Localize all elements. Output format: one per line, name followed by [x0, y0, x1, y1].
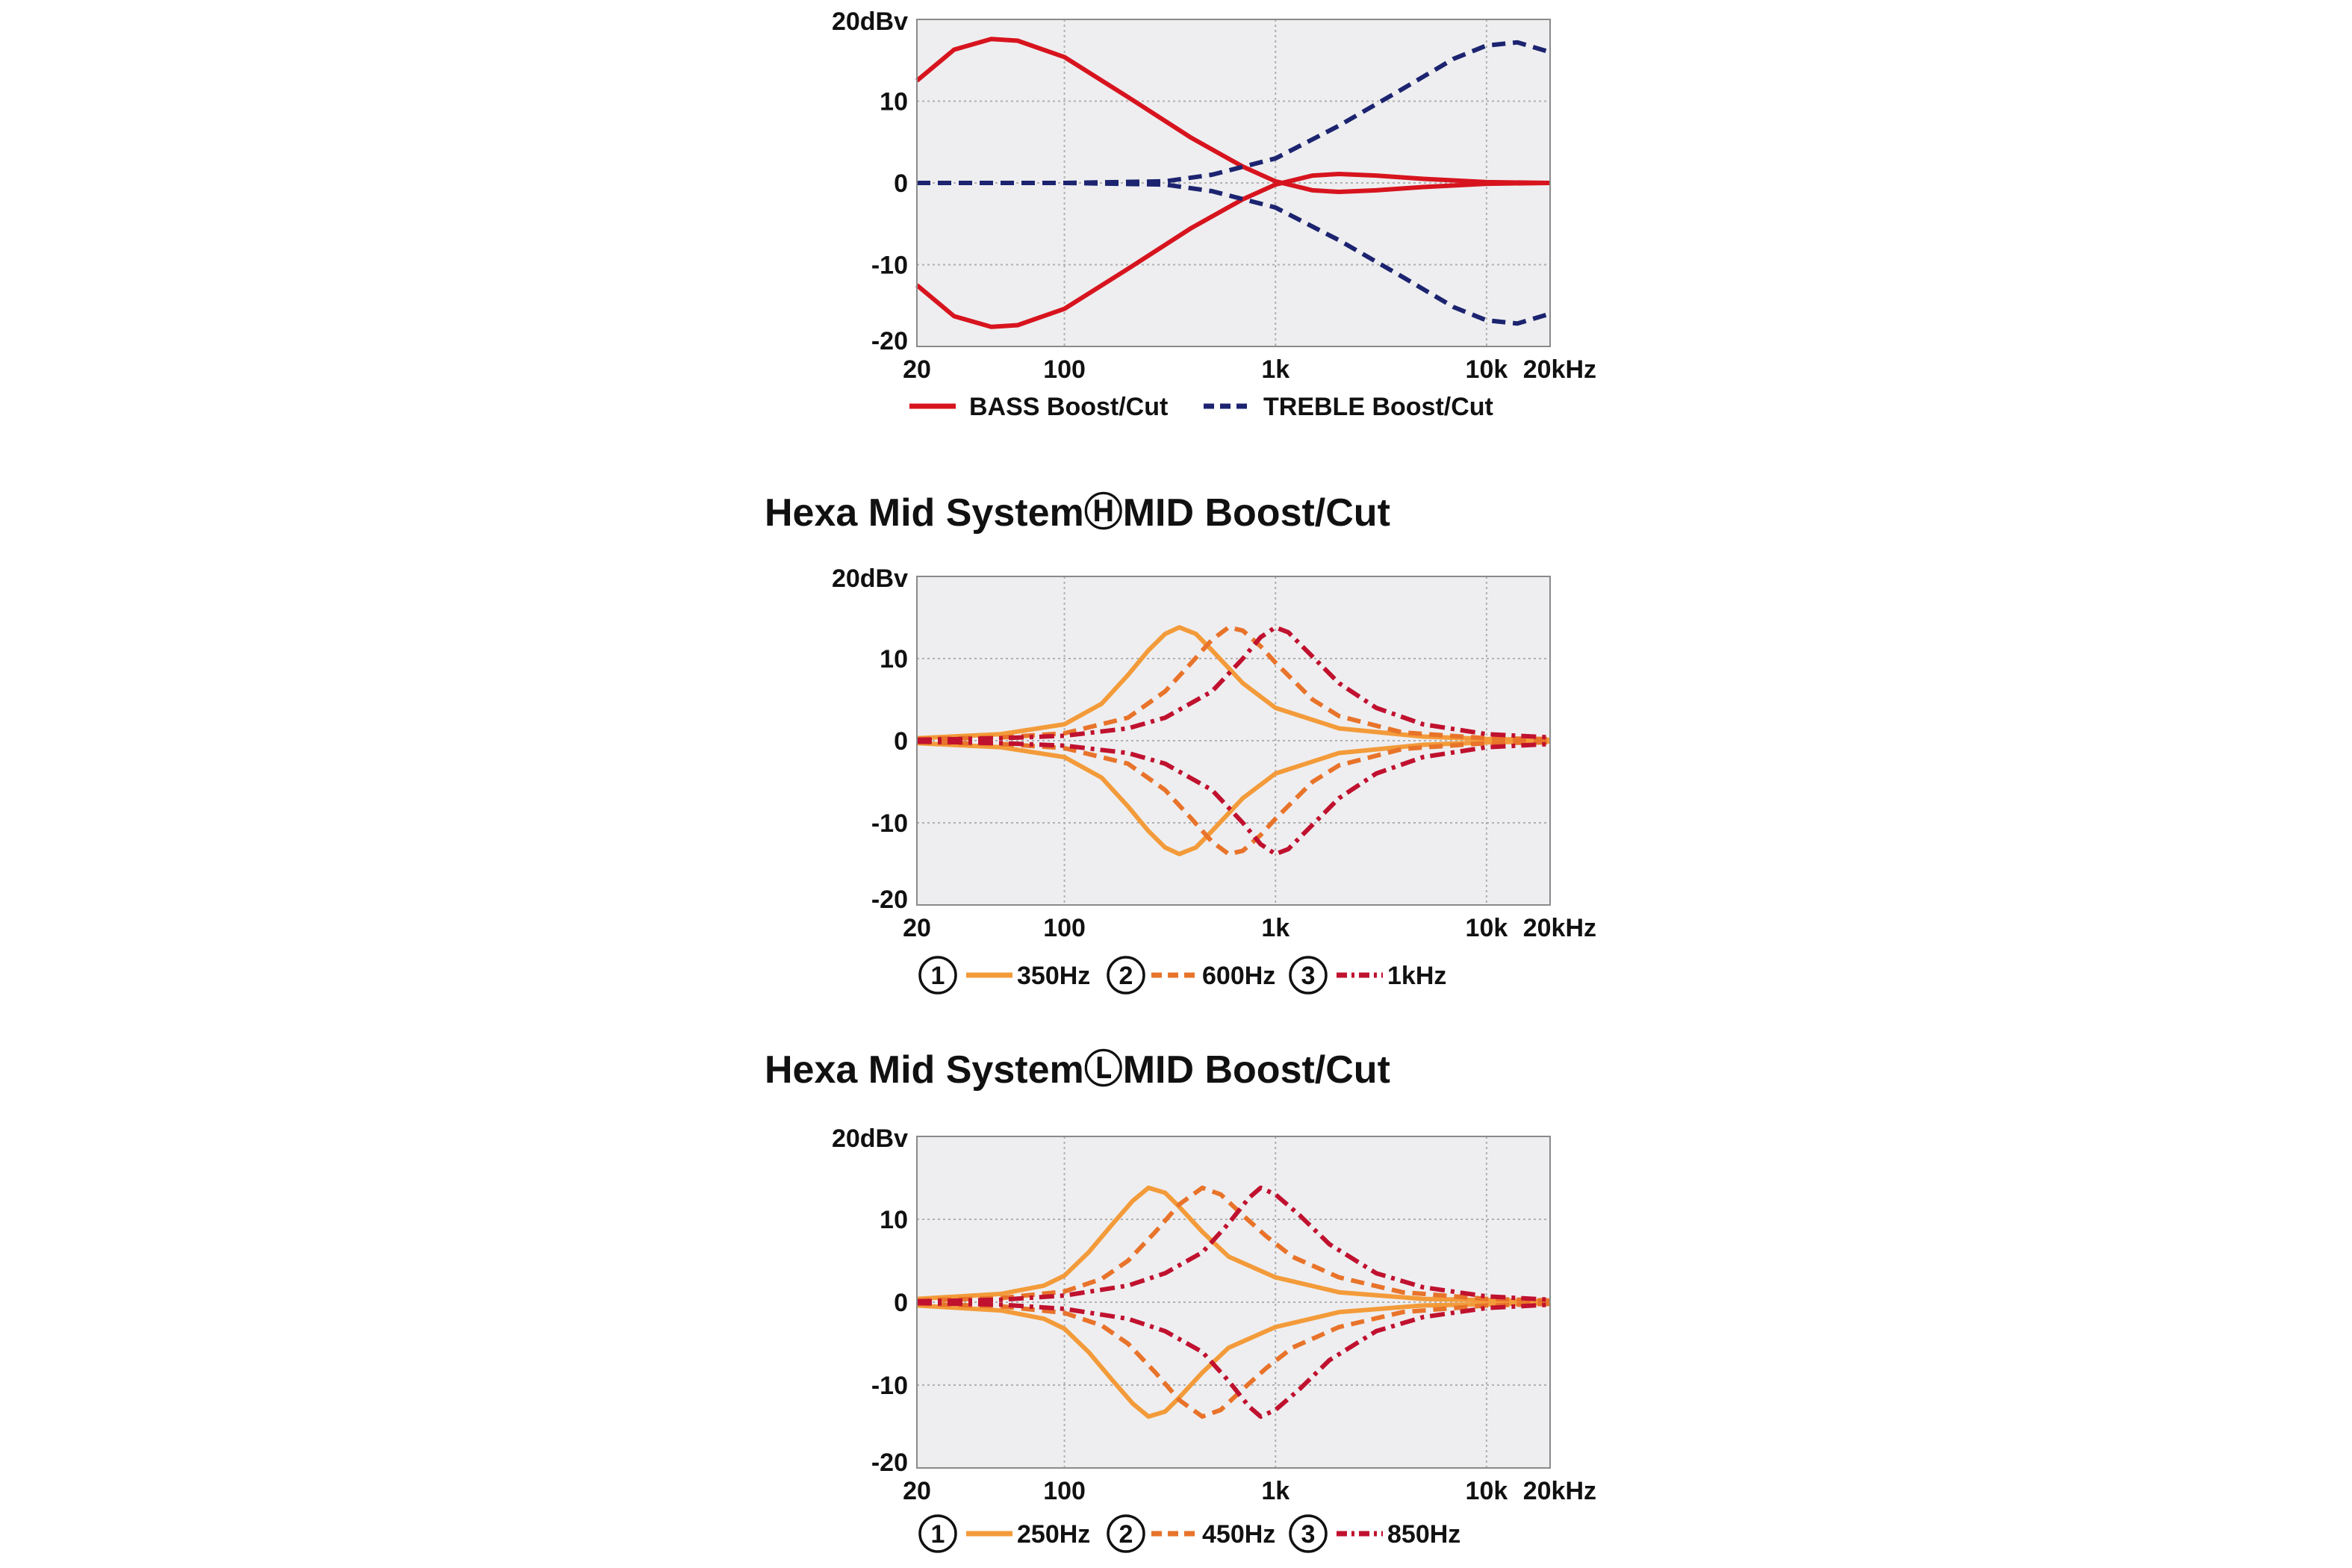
legend-number: 2	[1119, 962, 1133, 990]
legend-number-circle	[918, 1514, 957, 1553]
series-line-bass-0	[915, 37, 1551, 194]
legend-number: 3	[1301, 1520, 1316, 1549]
y-tick-label: 20dBv	[832, 7, 908, 36]
y-tick-label: 10	[880, 645, 908, 673]
x-tick-label: 20	[903, 355, 931, 384]
x-tick-label: 10k	[1466, 355, 1508, 384]
series-line-mid1-1	[916, 739, 1551, 856]
legend-number-circle	[918, 956, 957, 995]
series-line-mid1-1	[916, 1301, 1551, 1419]
series-line-mid2-3	[916, 740, 1551, 856]
y-tick-label: -20	[871, 1449, 908, 1477]
legend-label: BASS Boost/Cut	[969, 393, 1168, 421]
x-tick-label: 1k	[1261, 1477, 1289, 1505]
legend: 1 350Hz 2 600Hz 3 1kHz	[918, 956, 1446, 995]
y-tick-label: 0	[894, 169, 908, 198]
legend-number-circle	[1107, 1514, 1145, 1553]
series-line-treble-3	[917, 181, 1551, 326]
legend-number: 2	[1119, 1520, 1133, 1549]
x-tick-label: 1k	[1261, 355, 1289, 384]
chart-3: Hexa Mid SystemⓁMID Boost/Cut20dBv100-10…	[765, 1048, 1596, 1553]
legend-label: 1kHz	[1387, 962, 1446, 990]
legend-number-circle	[1289, 1514, 1328, 1553]
series-line-mid2-3	[916, 1301, 1551, 1419]
y-tick-label: 10	[880, 1206, 908, 1234]
series-line-bass-1	[915, 172, 1551, 329]
series-line-mid3-5	[916, 1301, 1551, 1419]
x-tick-label: 20	[903, 1477, 931, 1505]
legend: 1 250Hz 2 450Hz 3 850Hz	[918, 1514, 1460, 1553]
legend-number: 1	[931, 1520, 945, 1549]
y-tick-label: 10	[880, 88, 908, 116]
legend-label: 600Hz	[1202, 962, 1275, 990]
x-tick-label: 10k	[1466, 914, 1508, 942]
plot-frame	[916, 1136, 1551, 1469]
x-tick-label: 100	[1043, 914, 1086, 942]
y-tick-label: 20dBv	[832, 564, 908, 593]
chart-title: Hexa Mid SystemⓁMID Boost/Cut	[765, 1048, 1390, 1092]
y-tick-label: 0	[894, 1289, 908, 1317]
y-tick-label: -20	[871, 327, 908, 355]
x-tick-label: 10k	[1466, 1477, 1508, 1505]
x-tick-label: 20kHz	[1523, 914, 1596, 942]
series-line-mid1-0	[916, 625, 1551, 742]
x-tick-label: 20kHz	[1523, 1477, 1596, 1505]
legend-label: TREBLE Boost/Cut	[1263, 393, 1493, 421]
x-tick-label: 100	[1043, 355, 1086, 384]
series-line-mid1-0	[916, 1185, 1551, 1304]
legend-number-circle	[1107, 956, 1145, 995]
x-tick-label: 1k	[1261, 914, 1289, 942]
legend-number: 3	[1301, 962, 1316, 990]
plot-frame	[916, 19, 1551, 347]
y-tick-label: 20dBv	[832, 1124, 908, 1153]
x-tick-label: 100	[1043, 1477, 1086, 1505]
legend: BASS Boost/Cut TREBLE Boost/Cut	[909, 393, 1493, 421]
chart-title: Hexa Mid SystemⒽMID Boost/Cut	[765, 491, 1390, 535]
legend-number-circle	[1289, 956, 1328, 995]
legend-label: 250Hz	[1017, 1520, 1090, 1549]
y-tick-label: -10	[871, 1372, 908, 1400]
series-line-mid2-2	[916, 625, 1551, 741]
legend-number: 1	[931, 962, 945, 990]
chart-2: Hexa Mid SystemⒽMID Boost/Cut20dBv100-10…	[765, 491, 1596, 995]
y-tick-label: -10	[871, 252, 908, 280]
legend-label: 850Hz	[1387, 1520, 1460, 1549]
y-tick-label: 0	[894, 727, 908, 756]
x-tick-label: 20	[903, 914, 931, 942]
legend-label: 350Hz	[1017, 962, 1090, 990]
series-line-mid3-4	[916, 1185, 1551, 1304]
y-tick-label: -10	[871, 809, 908, 838]
plot-frame	[916, 576, 1551, 906]
y-tick-label: -20	[871, 886, 908, 914]
series-line-mid2-2	[916, 1185, 1551, 1303]
legend-label: 450Hz	[1202, 1520, 1275, 1549]
x-tick-label: 20kHz	[1523, 355, 1596, 384]
